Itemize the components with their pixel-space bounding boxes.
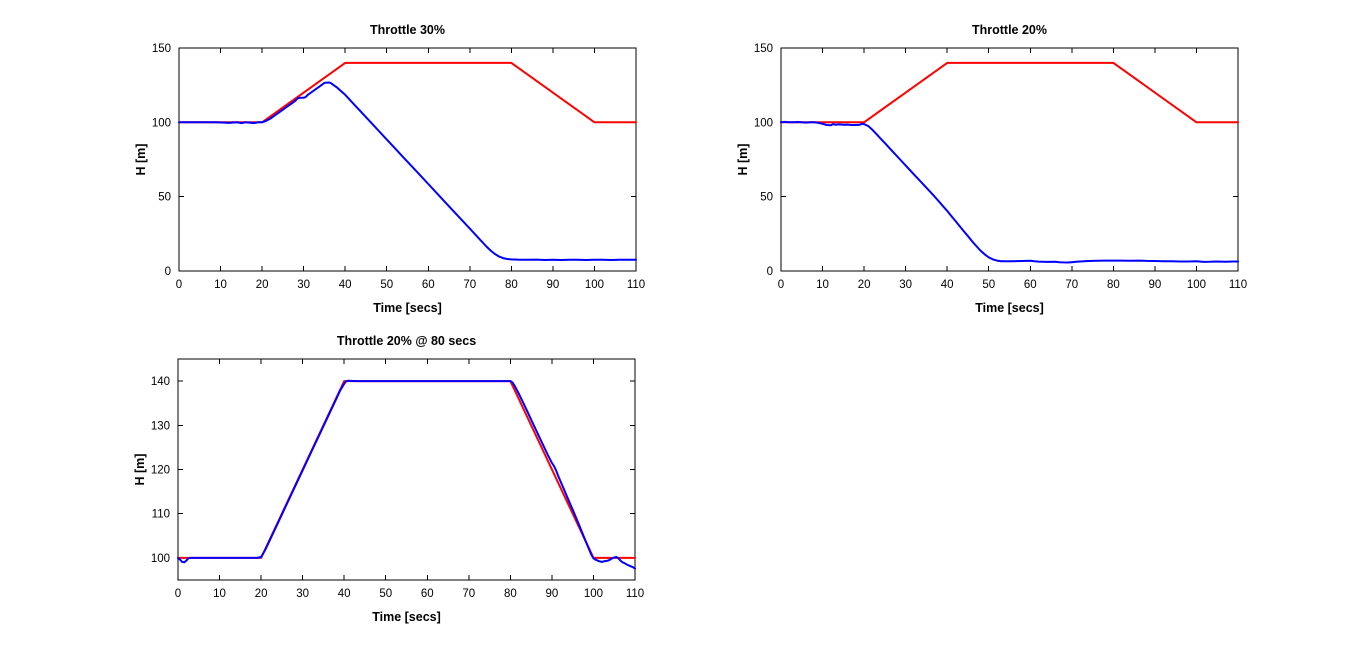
chart-throttle-20: 0 10 20 30 40 50 60 70 80 90 100 110 0 50 100 150 Thrott… xyxy=(706,13,1276,325)
chart-throttle-20-at-80-secs-canvas: 0 10 20 30 40 50 60 70 80 90 100 110 100 110 120 130 140… xyxy=(133,334,644,624)
x-tick-label: 40 xyxy=(941,279,954,291)
x-tick-label: 20 xyxy=(256,279,269,291)
series-line-reference-altitude xyxy=(177,380,636,559)
chart-throttle-20-canvas: 0 10 20 30 40 50 60 70 80 90 100 110 0 50 100 150 Thrott… xyxy=(736,23,1247,315)
series-line-actual-altitude xyxy=(780,120,1239,264)
series-line-actual-altitude xyxy=(178,81,637,261)
x-tick-label: 10 xyxy=(214,279,227,291)
y-axis-label: H [m] xyxy=(134,144,148,176)
x-tick-label: 30 xyxy=(296,588,309,600)
y-tick-label: 140 xyxy=(151,376,170,388)
x-tick-label: 100 xyxy=(1187,279,1206,291)
x-tick-label: 60 xyxy=(422,279,435,291)
y-tick-label: 100 xyxy=(754,117,773,129)
chart-throttle-30-canvas: 0 10 20 30 40 50 60 70 80 90 100 110 0 50 100 150 Thrott… xyxy=(134,23,645,315)
x-tick-label: 80 xyxy=(505,279,518,291)
x-tick-label: 110 xyxy=(627,279,645,291)
y-tick-label: 50 xyxy=(158,192,171,204)
chart-title: Throttle 20% @ 80 secs xyxy=(337,334,476,348)
series-line-reference-altitude xyxy=(780,61,1239,124)
x-tick-label: 0 xyxy=(175,588,181,600)
x-tick-label: 0 xyxy=(778,279,784,291)
x-tick-label: 80 xyxy=(504,588,517,600)
x-tick-label: 50 xyxy=(982,279,995,291)
x-tick-label: 60 xyxy=(421,588,434,600)
axes-box xyxy=(177,358,636,581)
y-tick-label: 0 xyxy=(165,266,171,278)
x-tick-label: 10 xyxy=(213,588,226,600)
x-tick-label: 110 xyxy=(1229,279,1247,291)
chart-title: Throttle 20% xyxy=(972,23,1047,37)
x-tick-label: 30 xyxy=(899,279,912,291)
chart-throttle-20-at-80-secs: 0 10 20 30 40 50 60 70 80 90 100 110 100 110 120 130 140… xyxy=(103,324,673,636)
x-tick-label: 0 xyxy=(176,279,182,291)
x-tick-label: 100 xyxy=(584,588,603,600)
y-tick-label: 50 xyxy=(760,192,773,204)
axes-box xyxy=(178,47,637,272)
x-tick-label: 80 xyxy=(1107,279,1120,291)
series-line-actual-altitude xyxy=(177,379,636,570)
chart-title: Throttle 30% xyxy=(370,23,445,37)
x-tick-label: 10 xyxy=(816,279,829,291)
y-tick-label: 100 xyxy=(152,117,171,129)
y-tick-label: 130 xyxy=(151,420,170,432)
x-axis-label: Time [secs] xyxy=(975,301,1044,315)
x-tick-label: 90 xyxy=(1149,279,1162,291)
x-tick-label: 90 xyxy=(547,279,560,291)
x-axis-label: Time [secs] xyxy=(372,610,441,624)
x-tick-label: 40 xyxy=(338,588,351,600)
x-tick-label: 70 xyxy=(462,588,475,600)
axes-box xyxy=(780,47,1239,272)
series-line-reference-altitude xyxy=(178,61,637,124)
y-tick-label: 100 xyxy=(151,553,170,565)
x-tick-label: 70 xyxy=(1065,279,1078,291)
y-axis-label: H [m] xyxy=(736,144,750,176)
x-tick-label: 20 xyxy=(858,279,871,291)
x-tick-label: 20 xyxy=(255,588,268,600)
x-tick-label: 100 xyxy=(585,279,604,291)
x-tick-label: 90 xyxy=(546,588,559,600)
y-tick-label: 0 xyxy=(767,266,773,278)
x-tick-label: 110 xyxy=(626,588,644,600)
y-axis-label: H [m] xyxy=(133,454,147,486)
x-tick-label: 70 xyxy=(463,279,476,291)
y-tick-label: 150 xyxy=(152,43,171,55)
y-tick-label: 110 xyxy=(152,509,170,521)
x-tick-label: 60 xyxy=(1024,279,1037,291)
x-tick-label: 50 xyxy=(379,588,392,600)
y-tick-label: 120 xyxy=(151,465,170,477)
x-tick-label: 30 xyxy=(297,279,310,291)
y-tick-label: 150 xyxy=(754,43,773,55)
x-tick-label: 40 xyxy=(339,279,352,291)
x-axis-label: Time [secs] xyxy=(373,301,442,315)
x-tick-label: 50 xyxy=(380,279,393,291)
chart-throttle-30: 0 10 20 30 40 50 60 70 80 90 100 110 0 50 100 150 Thrott… xyxy=(104,13,674,325)
